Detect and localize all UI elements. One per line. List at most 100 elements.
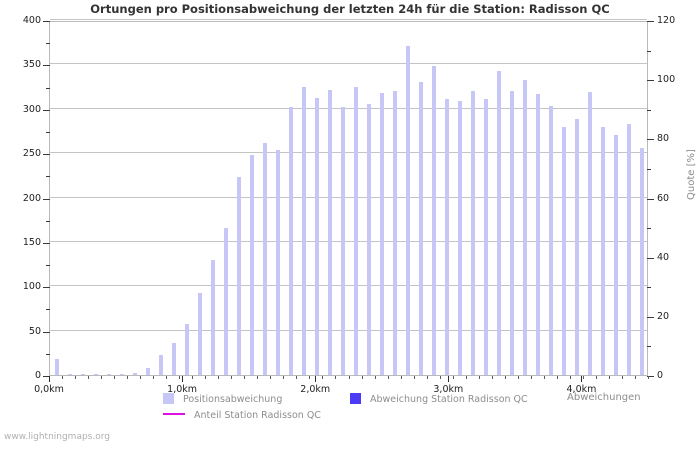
x-tick-minor: [608, 376, 610, 379]
legend-label: Anteil Station Radisson QC: [194, 410, 321, 421]
x-tick-minor: [218, 376, 220, 379]
x-tick-minor: [335, 376, 337, 379]
bar: [627, 123, 632, 375]
x-tick-minor: [413, 376, 415, 379]
legend-item[interactable]: Positionsabweichung: [163, 393, 282, 405]
y-tick-left: [46, 353, 50, 355]
x-tick-minor: [556, 376, 558, 379]
x-tick-label: 3,0km: [433, 384, 464, 395]
x-tick-minor: [569, 376, 571, 379]
y-tick-left: [46, 309, 50, 311]
y-tick-label-left: 0: [34, 370, 41, 381]
x-tick-major: [49, 376, 50, 382]
y-tick-left: [46, 43, 50, 45]
x-tick-minor: [270, 376, 272, 379]
x-tick-minor: [309, 376, 311, 379]
x-tick-major: [315, 376, 317, 382]
y-tick-left: [43, 109, 50, 111]
gridline: [50, 107, 647, 109]
y-tick-right: [647, 168, 651, 170]
bar: [601, 127, 606, 375]
legend-item[interactable]: Anteil Station Radisson QC: [163, 410, 321, 421]
bar: [432, 66, 437, 375]
y-tick-right: [647, 228, 651, 230]
x-tick-minor: [140, 376, 142, 379]
bar: [562, 126, 567, 375]
x-tick-minor: [361, 376, 363, 379]
bar: [236, 177, 241, 375]
gridline: [50, 329, 647, 331]
bar: [184, 324, 189, 375]
x-tick-minor: [127, 376, 129, 379]
y-tick-label-right: 120: [657, 15, 676, 26]
x-tick-minor: [179, 376, 181, 379]
y-tick-left: [43, 198, 50, 200]
bar: [106, 374, 111, 375]
x-tick-minor: [530, 376, 532, 379]
x-tick-minor: [634, 376, 636, 379]
chart-title: Ortungen pro Positionsabweichung der let…: [90, 2, 610, 16]
gridline: [50, 152, 647, 154]
bar: [223, 227, 228, 375]
watermark: www.lightningmaps.org: [4, 432, 110, 442]
bar: [406, 45, 411, 375]
y-tick-left: [43, 65, 50, 67]
y-tick-label-left: 250: [22, 148, 41, 160]
x-tick-minor: [166, 376, 168, 379]
x-tick-minor: [231, 376, 233, 379]
x-tick-minor: [296, 376, 298, 379]
y-tick-right: [647, 376, 654, 377]
y-tick-right: [647, 139, 654, 141]
x-tick-minor: [439, 376, 441, 379]
bar: [536, 93, 541, 375]
x-tick-minor: [62, 376, 64, 379]
bar: [510, 91, 515, 375]
gridline: [50, 63, 647, 65]
y-tick-left: [43, 331, 50, 333]
bar: [119, 374, 124, 375]
y-tick-right: [647, 316, 654, 318]
bar: [588, 91, 593, 375]
bar: [458, 100, 463, 375]
x-tick-minor: [595, 376, 597, 379]
x-tick-minor: [322, 376, 324, 379]
y-tick-left: [46, 176, 50, 178]
y-tick-right: [647, 287, 651, 289]
y-tick-label-left: 150: [22, 236, 41, 248]
bar: [471, 91, 476, 375]
bar: [484, 99, 489, 375]
bar: [80, 374, 85, 375]
bar: [67, 374, 72, 375]
y-tick-label-left: 300: [22, 103, 41, 115]
bar: [523, 80, 528, 375]
y-tick-left: [46, 87, 50, 89]
x-tick-minor: [491, 376, 493, 379]
gridline: [50, 285, 647, 287]
x-tick-minor: [478, 376, 480, 379]
bar: [275, 149, 280, 375]
y-tick-label-left: 100: [22, 281, 41, 293]
x-tick-minor: [621, 376, 623, 379]
y-tick-label-left: 400: [22, 15, 41, 26]
x-tick-minor: [88, 376, 90, 379]
legend-color-swatch: [350, 393, 361, 404]
y-tick-right: [647, 80, 654, 82]
legend-item[interactable]: Abweichung Station Radisson QC: [350, 393, 528, 405]
bar: [340, 106, 345, 375]
y-tick-left: [43, 287, 50, 289]
y-tick-label-right: 40: [657, 251, 670, 263]
bar: [354, 86, 358, 375]
x-tick-label: 1,0km: [167, 384, 198, 395]
bar: [393, 91, 398, 375]
bar: [497, 70, 502, 375]
bar: [445, 99, 450, 375]
x-tick-minor: [465, 376, 467, 379]
y-tick-right: [647, 257, 654, 259]
y-tick-right: [647, 21, 654, 22]
x-tick-major: [581, 376, 583, 382]
bar: [249, 154, 254, 375]
bar: [640, 147, 645, 375]
x-tick-minor: [283, 376, 285, 379]
y-tick-left: [43, 376, 50, 377]
y-tick-right: [647, 346, 651, 348]
